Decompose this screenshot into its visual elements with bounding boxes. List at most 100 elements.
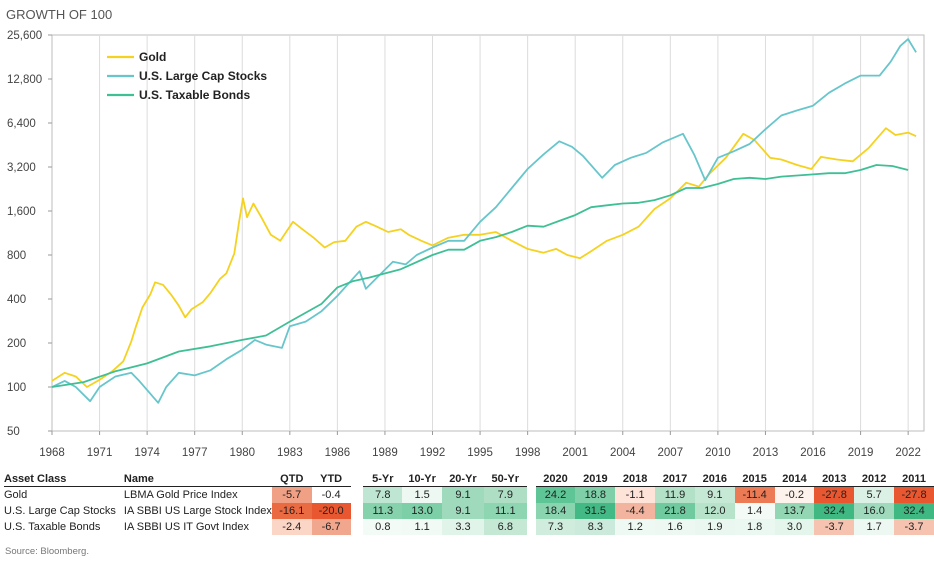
return-cell: -0.2 [774,487,815,503]
header-ytd: YTD [311,471,351,487]
return-cell: 12.0 [694,503,735,519]
return-cell: 1.6 [655,519,695,535]
y-tick-label: 3,200 [7,162,36,174]
return-cell: 1.4 [734,503,775,519]
y-tick-label: 12,800 [7,74,42,86]
return-cell: 7.8 [363,487,403,503]
gap-cell [351,503,364,519]
return-cell: 16.0 [854,503,895,519]
header-50yr: 50-Yr [483,471,527,487]
y-tick-label: 800 [7,250,26,262]
legend-label: U.S. Large Cap Stocks [139,69,267,83]
return-cell: -0.4 [311,487,351,503]
return-cell: 11.1 [483,503,527,519]
return-cell: 7.9 [483,487,527,503]
header-gap [351,471,364,487]
header-2012: 2012 [854,471,895,487]
y-tick-label: 50 [7,426,20,438]
y-tick-label: 1,600 [7,206,36,218]
return-cell: 11.3 [363,503,403,519]
series-line-1 [51,38,917,404]
header-2020: 2020 [535,471,576,487]
header-gap [527,471,536,487]
x-tick-label: 2004 [610,447,636,459]
growth-chart: GROWTH OF 100 50 100 200 400 800 1,600 3,200 6,… [6,7,925,459]
return-cell: 1.5 [402,487,443,503]
header-name: Name [123,471,272,487]
row-asset-class: U.S. Taxable Bonds [4,521,101,533]
row-index-name: IA SBBI US Large Stock Index [123,505,272,517]
return-cell: -3.7 [814,519,855,535]
return-cell: -3.7 [894,519,934,535]
return-cell: 1.1 [402,519,443,535]
header-asset-class: Asset Class [4,471,124,487]
table-header-row: Asset Class Name QTD YTD 5-Yr 10-Yr 20-Y… [4,471,934,487]
x-tick-label: 1974 [134,447,160,459]
return-cell: 3.3 [442,519,484,535]
legend: Gold U.S. Large Cap Stocks U.S. Taxable Bo… [107,50,267,102]
header-2017: 2017 [655,471,695,487]
x-tick-label: 1995 [467,447,493,459]
x-axis: 1968 1971 1974 1977 1980 1983 1986 1989 1992 1995… [39,431,921,459]
y-tick-label: 100 [7,382,26,394]
header-2013: 2013 [814,471,855,487]
return-cell: 18.8 [575,487,616,503]
header-qtd: QTD [271,471,312,487]
header-5yr: 5-Yr [363,471,403,487]
header-10yr: 10-Yr [402,471,443,487]
x-tick-label: 1986 [325,447,351,459]
x-tick-label: 2016 [800,447,826,459]
return-cell: 24.2 [535,487,576,503]
return-cell: 13.7 [774,503,815,519]
gap-cell [527,503,536,519]
return-cell: 13.0 [402,503,443,519]
y-tick-label: 400 [7,294,26,306]
return-cell: -20.0 [311,503,351,519]
return-cell: 31.5 [575,503,616,519]
return-cell: -11.4 [734,487,775,503]
y-tick-label: 200 [7,338,26,350]
x-tick-label: 1998 [515,447,541,459]
header-20yr: 20-Yr [442,471,484,487]
gap-cell [351,519,364,535]
x-tick-label: 2013 [753,447,779,459]
return-cell: 32.4 [814,503,855,519]
x-tick-label: 2001 [562,447,588,459]
header-2011: 2011 [894,471,934,487]
table-row: U.S. Taxable Bonds IA SBBI US IT Govt Ind… [4,519,934,535]
gap-cell [351,487,364,503]
performance-table: Asset Class Name QTD YTD 5-Yr 10-Yr 20-Y… [4,471,934,535]
return-cell: 8.3 [575,519,616,535]
header-2016: 2016 [694,471,735,487]
y-tick-label: 25,600 [7,30,42,42]
table-body: Gold LBMA Gold Price Index -5.7 -0.4 7.8 1.5 9… [4,487,934,535]
x-tick-label: 1989 [372,447,398,459]
x-tick-label: 1971 [87,447,113,459]
return-cell: -5.7 [271,487,312,503]
return-cell: 5.7 [854,487,895,503]
return-cell: -27.8 [894,487,934,503]
return-cell: 1.9 [694,519,735,535]
gap-cell [527,487,536,503]
table-row: Gold LBMA Gold Price Index -5.7 -0.4 7.8 1.5 9… [4,487,934,503]
series-line-2 [51,164,909,388]
return-cell: -6.7 [311,519,351,535]
return-cell: 1.8 [734,519,775,535]
return-cell: 0.8 [363,519,403,535]
table-row: U.S. Large Cap Stocks IA SBBI US Large St… [4,503,934,519]
x-tick-label: 2019 [848,447,874,459]
row-asset-class: U.S. Large Cap Stocks [4,505,116,517]
y-axis: 50 100 200 400 800 1,600 3,200 6,400 12,800 25,60… [7,30,52,438]
return-cell: -4.4 [615,503,656,519]
header-2018: 2018 [615,471,656,487]
return-cell: 6.8 [483,519,527,535]
header-2014: 2014 [774,471,815,487]
x-tick-label: 1968 [39,447,65,459]
return-cell: -1.1 [615,487,656,503]
y-tick-label: 6,400 [7,118,36,130]
return-cell: 21.8 [655,503,695,519]
row-asset-class: Gold [4,489,28,501]
return-cell: 9.1 [442,487,484,503]
return-cell: 9.1 [442,503,484,519]
gap-cell [527,519,536,535]
